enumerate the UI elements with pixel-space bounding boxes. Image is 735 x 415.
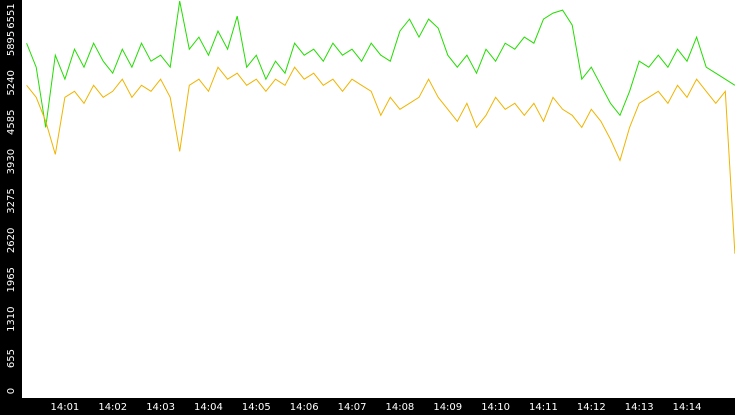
- x-tick-label: 14:08: [385, 402, 414, 413]
- y-tick-label: 3275: [6, 188, 17, 213]
- y-tick-label: 6551: [6, 3, 17, 28]
- series-line: [26, 66, 735, 254]
- y-tick-label: 655: [6, 349, 17, 368]
- x-tick-label: 14:14: [673, 402, 702, 413]
- x-axis-strip: [0, 398, 735, 415]
- x-tick-label: 14:02: [98, 402, 127, 413]
- x-tick-label: 14:11: [529, 402, 558, 413]
- y-tick-label: 0: [6, 388, 17, 394]
- x-tick-label: 14:12: [577, 402, 606, 413]
- x-tick-label: 14:01: [50, 402, 79, 413]
- x-tick-label: 14:05: [242, 402, 271, 413]
- y-tick-label: 5895: [6, 31, 17, 56]
- plot-area: [26, 1, 735, 254]
- x-tick-label: 14:06: [290, 402, 319, 413]
- x-tick-label: 14:03: [146, 402, 175, 413]
- y-tick-label: 1310: [6, 306, 17, 331]
- y-axis-strip: [0, 0, 22, 415]
- x-tick-label: 14:10: [481, 402, 510, 413]
- x-tick-label: 14:04: [194, 402, 223, 413]
- x-tick-label: 14:13: [625, 402, 654, 413]
- x-tick-label: 14:07: [338, 402, 367, 413]
- y-tick-label: 3930: [6, 149, 17, 174]
- y-tick-label: 1965: [6, 267, 17, 292]
- series-line: [26, 1, 735, 128]
- x-tick-label: 14:09: [433, 402, 462, 413]
- y-tick-label: 4585: [6, 110, 17, 135]
- y-tick-label: 2620: [6, 228, 17, 253]
- y-tick-label: 5240: [6, 70, 17, 95]
